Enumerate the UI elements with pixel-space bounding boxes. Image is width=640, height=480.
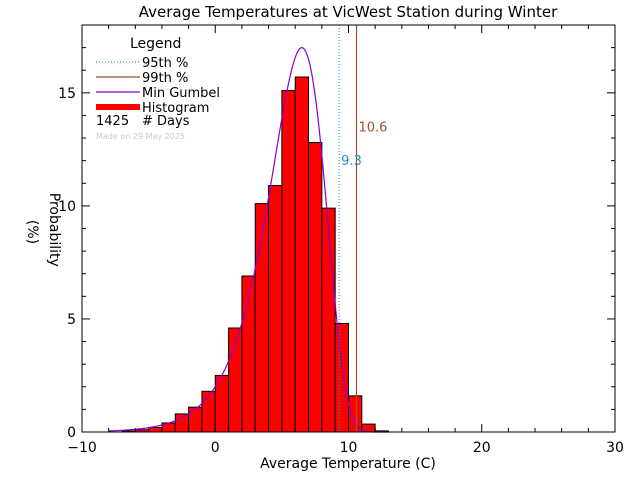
y-axis-label: Probability (%) [24,193,62,271]
gumbel-curve [108,46,389,433]
y-tick-label: 15 [58,86,76,102]
y-tick-label: 10 [58,199,76,215]
histogram-bar [321,207,336,433]
made-on-footnote: Made on 29 May 2025 [96,132,185,141]
histogram-bar [308,142,323,433]
x-tick-label: 0 [211,440,220,456]
x-axis-ticks: −10 0 10 20 30 [67,25,624,456]
histogram-bar [268,185,283,433]
legend-title: Legend [130,36,181,52]
legend-label-95th: 95th % [142,56,188,71]
histogram-bar [281,90,296,433]
histogram-bar [334,322,349,433]
x-tick-label: 10 [340,440,358,456]
x-tick-label: 20 [473,440,491,456]
legend-label-gumbel: Min Gumbel [142,86,220,101]
x-axis-label: Average Temperature (C) [260,456,436,472]
legend-count: 1425 [96,114,129,129]
y-axis-label-line1: Probability [46,193,62,267]
legend-label-99th: 99th % [142,71,188,86]
x-tick-label: 30 [606,440,624,456]
y-tick-label: 5 [67,312,76,328]
histogram-bars [121,76,389,433]
histogram-bar [174,413,190,433]
p95-label: 9.3 [341,154,362,169]
chart-title: Average Temperatures at VicWest Station … [139,3,558,21]
histogram-bar [201,390,216,433]
p99-label: 10.6 [358,120,387,135]
histogram-bar [188,406,203,433]
y-axis-ticks: 0 5 10 15 [58,24,615,441]
histogram-bar [148,426,163,433]
y-tick-label: 0 [67,425,76,441]
y-axis-label-line2: (%) [24,220,40,244]
legend-label-histogram: Histogram [142,101,209,116]
histogram-bar [348,395,363,433]
histogram-bar [294,76,310,433]
legend-count-label: # Days [142,114,190,129]
x-tick-label: −10 [67,440,97,456]
legend: Legend 95th % 99th % Min Gumbel Histogra… [96,36,220,141]
